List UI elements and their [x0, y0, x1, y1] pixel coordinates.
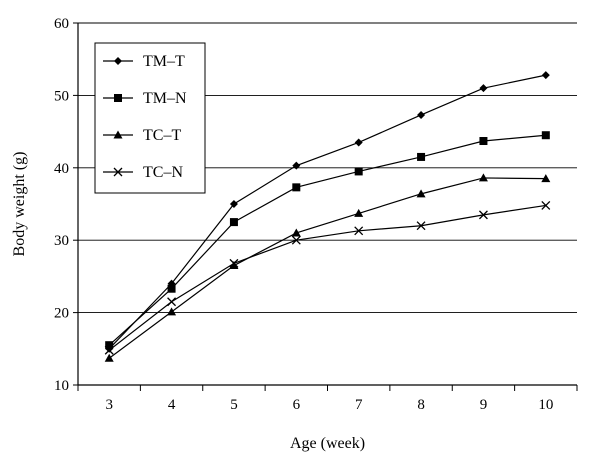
legend-box	[94, 42, 206, 194]
series-tc-n	[104, 200, 551, 355]
point-tm-n-x6	[292, 183, 301, 192]
point-tc-t-x10	[541, 174, 551, 183]
point-tm-t-x5	[229, 200, 238, 208]
series-line-tc-t	[108, 177, 546, 359]
point-tm-n-x5	[229, 218, 238, 227]
point-tc-n-x3	[104, 345, 114, 355]
legend-marker-tm-n	[114, 94, 122, 102]
point-tm-n-x3	[105, 341, 114, 350]
x-tick-label-3: 3	[105, 397, 113, 413]
legend-marker-tm-t	[114, 57, 122, 65]
point-tc-t-x6	[291, 228, 301, 237]
x-axis-title: Age (week)	[290, 435, 365, 452]
y-tick-label-60: 60	[54, 16, 69, 32]
x-tick-label-6: 6	[293, 397, 301, 413]
point-tc-n-x5	[229, 258, 239, 268]
legend-marker-tc-n	[113, 167, 123, 177]
point-tm-n-x8	[417, 152, 426, 161]
x-tick-label-7: 7	[355, 397, 363, 413]
point-tc-t-x9	[478, 173, 488, 182]
legend-label-tc-n: TC–N	[143, 164, 183, 181]
point-tm-n-x4	[167, 284, 176, 293]
point-tc-n-x8	[416, 221, 426, 231]
y-tick-label-20: 20	[54, 306, 69, 322]
point-tc-t-x3	[104, 353, 114, 362]
x-tick-label-4: 4	[168, 397, 176, 413]
point-tc-n-x9	[478, 210, 488, 220]
point-tc-n-x6	[291, 235, 301, 245]
legend: TM–T TM–N TC–T TC–N	[94, 42, 206, 194]
series-group	[104, 71, 551, 362]
x-tick-label-9: 9	[480, 397, 488, 413]
y-tick-label-30: 30	[54, 233, 69, 249]
point-tm-t-x10	[541, 71, 550, 80]
point-tc-n-x4	[167, 297, 177, 307]
y-axis-ticks: 10 20 30 40 50 60	[54, 16, 78, 394]
y-axis-title: Body weight (g)	[11, 152, 28, 257]
point-tc-t-x7	[354, 208, 364, 217]
point-tm-t-x9	[479, 84, 488, 93]
x-axis-ticks: 3 4 5 6 7 8 9 10	[77, 385, 578, 413]
legend-label-tc-t: TC–T	[143, 127, 181, 144]
point-tm-t-x8	[417, 110, 426, 119]
legend-label-tm-n: TM–N	[143, 90, 187, 107]
legend-marker-tc-t	[113, 130, 123, 139]
point-tc-t-x8	[416, 189, 426, 198]
series-tc-t	[104, 173, 551, 362]
x-tick-label-5: 5	[230, 397, 238, 413]
point-tm-t-x7	[354, 138, 363, 147]
series-line-tm-t	[108, 74, 546, 350]
point-tc-n-x10	[541, 200, 551, 210]
x-tick-label-8: 8	[417, 397, 425, 413]
series-line-tm-n	[108, 134, 546, 346]
legend-label-tm-t: TM–T	[143, 53, 185, 70]
point-tm-n-x9	[479, 137, 488, 146]
point-tm-n-x7	[354, 167, 363, 176]
y-tick-label-50: 50	[54, 88, 69, 104]
y-tick-label-10: 10	[54, 378, 69, 394]
point-tc-t-x5	[229, 261, 239, 270]
series-tm-n	[105, 131, 550, 350]
point-tm-n-x10	[541, 131, 550, 140]
y-tick-label-40: 40	[54, 161, 69, 177]
point-tc-n-x7	[354, 226, 364, 236]
point-tc-t-x4	[167, 307, 177, 316]
x-tick-label-10: 10	[538, 397, 553, 413]
point-tm-t-x6	[292, 161, 301, 170]
series-line-tc-n	[108, 204, 546, 351]
